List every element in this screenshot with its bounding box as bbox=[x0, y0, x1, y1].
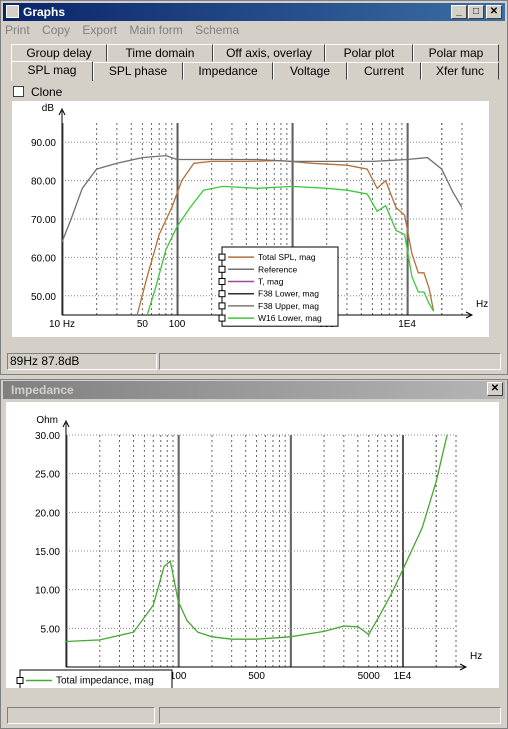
tab-polar-map[interactable]: Polar map bbox=[413, 44, 499, 62]
tab-voltage[interactable]: Voltage bbox=[273, 62, 347, 80]
y-tick-label: 30.00 bbox=[35, 431, 60, 442]
tab-time-domain[interactable]: Time domain bbox=[107, 44, 213, 62]
y-tick-label: 90.00 bbox=[31, 138, 56, 149]
legend-box bbox=[221, 246, 339, 327]
impedance-window: Impedance ✕ 30.00 25.00 20.00 15.00 10.00 5.0… bbox=[0, 379, 508, 729]
checkbox-box[interactable] bbox=[13, 86, 24, 97]
legend-entry: F38 Upper, mag bbox=[258, 301, 319, 311]
y-tick-label: 5.00 bbox=[41, 624, 61, 635]
legend-checkbox bbox=[218, 253, 226, 261]
y-axis-arrow bbox=[62, 419, 70, 428]
legend-entry: Total impedance, mag bbox=[56, 676, 154, 687]
series-line-1 bbox=[62, 154, 462, 243]
y-tick-label: 15.00 bbox=[35, 547, 60, 558]
y-tick-label: 50.00 bbox=[31, 292, 56, 303]
close-button[interactable]: ✕ bbox=[487, 382, 503, 396]
tab-current[interactable]: Current bbox=[347, 62, 421, 80]
x-axis-arrow bbox=[459, 663, 468, 671]
graphs-window: Graphs _ □ ✕ Print Copy Export Main form… bbox=[0, 0, 508, 375]
x-tick-label: 500 bbox=[248, 671, 265, 682]
clone-label: Clone bbox=[31, 85, 63, 99]
legend-checkbox bbox=[218, 314, 226, 322]
legend-checkbox bbox=[16, 677, 24, 684]
x-axis-arrow bbox=[465, 311, 474, 319]
window-title: Graphs bbox=[23, 5, 66, 19]
status-panel bbox=[159, 353, 501, 370]
y-tick-label: 25.00 bbox=[35, 470, 60, 481]
x-axis-label: Hz bbox=[470, 651, 482, 662]
x-tick-label: 10 Hz bbox=[49, 319, 75, 330]
y-axis-label: Ohm bbox=[36, 415, 58, 426]
app-icon bbox=[6, 5, 19, 18]
tab-xfer-func[interactable]: Xfer func bbox=[421, 62, 499, 80]
legend-checkbox bbox=[218, 302, 226, 310]
legend-entry: T, mag bbox=[258, 277, 284, 287]
tab-off-axis-overlay[interactable]: Off axis, overlay bbox=[213, 44, 325, 62]
y-tick-label: 20.00 bbox=[35, 508, 60, 519]
impedance-titlebar[interactable]: Impedance ✕ bbox=[3, 381, 505, 399]
menu-bar: Print Copy Export Main form Schema bbox=[5, 23, 248, 41]
y-axis-label: dB bbox=[42, 103, 55, 114]
y-tick-label: 10.00 bbox=[35, 586, 60, 597]
menu-copy[interactable]: Copy bbox=[42, 23, 71, 37]
legend-entry: Total SPL, mag bbox=[258, 252, 316, 262]
tab-spl-phase[interactable]: SPL phase bbox=[93, 62, 183, 80]
status-cursor-readout: 89Hz 87.8dB bbox=[7, 353, 157, 370]
window-title: Impedance bbox=[11, 383, 74, 397]
minimize-button[interactable]: _ bbox=[451, 5, 467, 19]
menu-schema[interactable]: Schema bbox=[195, 23, 240, 37]
graphs-titlebar[interactable]: Graphs _ □ ✕ bbox=[3, 3, 505, 21]
menu-print[interactable]: Print bbox=[5, 23, 30, 37]
legend-entry: Reference bbox=[258, 264, 297, 274]
x-tick-label: 100 bbox=[170, 671, 187, 682]
status-panel bbox=[159, 707, 501, 724]
legend-checkbox bbox=[218, 278, 226, 285]
series-line-0 bbox=[136, 159, 435, 315]
x-tick-label: 5000 bbox=[358, 671, 381, 682]
series-line-0 bbox=[66, 434, 448, 643]
x-axis-label: Hz bbox=[476, 299, 488, 310]
legend-entry: F38 Lower, mag bbox=[258, 289, 319, 299]
legend: Total impedance, mag bbox=[16, 669, 173, 690]
tab-polar-plot[interactable]: Polar plot bbox=[325, 44, 413, 62]
x-tick-label: 1E4 bbox=[398, 319, 416, 330]
maximize-button[interactable]: □ bbox=[468, 5, 484, 19]
y-tick-label: 60.00 bbox=[31, 253, 56, 264]
close-button[interactable]: ✕ bbox=[486, 5, 502, 19]
menu-main-form[interactable]: Main form bbox=[129, 23, 183, 37]
y-tick-label: 80.00 bbox=[31, 177, 56, 188]
tab-spl-mag[interactable]: SPL mag bbox=[11, 61, 93, 81]
tab-group-delay[interactable]: Group delay bbox=[11, 44, 107, 62]
legend-checkbox bbox=[218, 290, 226, 298]
status-cursor-readout bbox=[7, 707, 155, 724]
legend-entry: W16 Lower, mag bbox=[258, 313, 322, 323]
x-tick-label: 1E4 bbox=[394, 671, 412, 682]
menu-export[interactable]: Export bbox=[82, 23, 118, 37]
legend: Total SPL, mag Reference T, mag F38 Lower, … bbox=[218, 246, 339, 327]
tab-impedance[interactable]: Impedance bbox=[183, 62, 273, 80]
series-line-5 bbox=[146, 185, 435, 315]
legend-checkbox bbox=[218, 265, 226, 273]
y-tick-label: 70.00 bbox=[31, 215, 56, 226]
x-tick-label: 100 bbox=[169, 319, 186, 330]
y-axis-arrow bbox=[58, 107, 66, 116]
x-tick-label: 50 bbox=[137, 319, 149, 330]
